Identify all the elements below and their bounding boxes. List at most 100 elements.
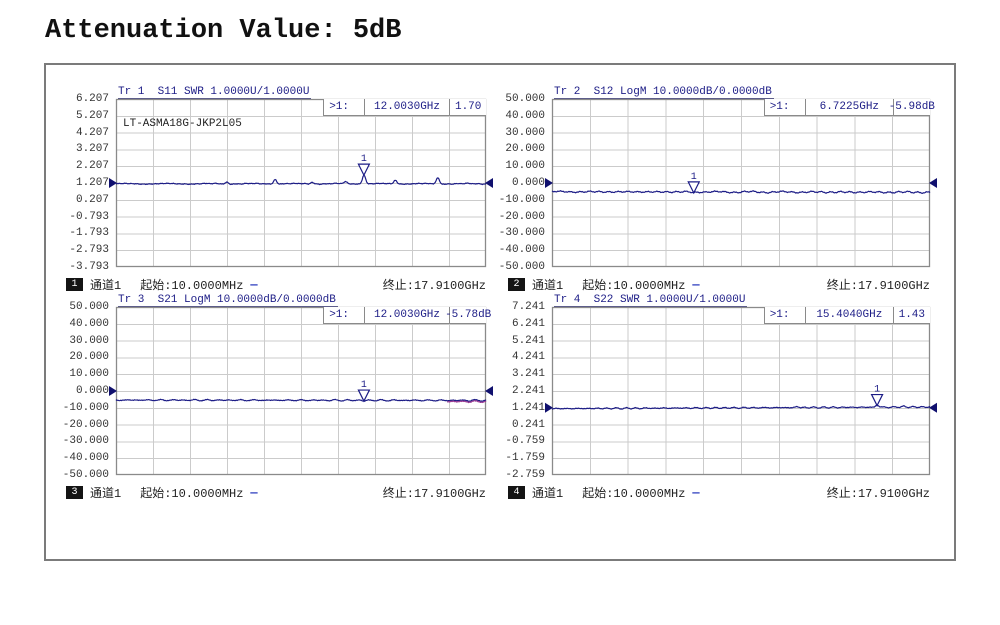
readout-frequency: 12.0030GHz — [365, 307, 451, 323]
y-tick-label: 20.000 — [505, 143, 545, 156]
start-frequency: 起始:10.0000MHz — [582, 487, 686, 501]
y-tick-label: -10.000 — [62, 401, 109, 414]
y-tick-label: 30.000 — [505, 126, 545, 139]
readout-value: 1.70 — [454, 101, 482, 113]
panel-s21-logm: Tr 3 S21 LogM 10.0000dB/0.0000dB 50.000 4… — [62, 294, 496, 508]
channel-badge: 3 — [66, 486, 83, 499]
y-tick-label: 50.000 — [505, 93, 545, 105]
ref-arrow-left — [109, 178, 117, 188]
ref-arrow-right — [929, 178, 937, 188]
marker-number: 1 — [361, 380, 367, 391]
marker-number: 1 — [874, 385, 880, 396]
stop-frequency: 终止:17.9100GHz — [826, 487, 930, 501]
marker-readout: >1: 12.0030GHz -5.78dB — [323, 307, 492, 324]
y-tick-label: 20.000 — [69, 351, 109, 364]
y-tick-label: 10.000 — [505, 160, 545, 173]
chart-grid: 1 >1: 6.7225GHz -5.98dB — [545, 98, 937, 268]
readout-frequency: 15.4040GHz — [806, 307, 894, 323]
y-tick-label: -40.000 — [62, 452, 109, 465]
start-frequency: 起始:10.0000MHz — [582, 279, 686, 293]
y-tick-label: 1.241 — [511, 401, 545, 414]
y-tick-label: 50.000 — [69, 301, 109, 313]
readout-frequency: 6.7225GHz — [806, 99, 894, 115]
sweep-indicator: — — [250, 485, 258, 500]
y-tick-label: -20.000 — [62, 418, 109, 431]
channel-name: 通道1 — [532, 279, 564, 293]
start-frequency: 起始:10.0000MHz — [140, 487, 244, 501]
ref-arrow-left — [109, 386, 117, 396]
ref-arrow-right — [485, 178, 493, 188]
marker-symbol — [687, 181, 701, 195]
plot-border — [551, 306, 931, 476]
y-tick-label: 30.000 — [69, 334, 109, 347]
channel-status-bar: 4 通道1 起始:10.0000MHz — 终止:17.9100GHz — [508, 484, 930, 501]
y-tick-label: -2.793 — [69, 244, 109, 257]
channel-badge: 2 — [508, 278, 525, 291]
channel-status-bar: 2 通道1 起始:10.0000MHz — 终止:17.9100GHz — [508, 276, 930, 293]
trace-path — [115, 398, 487, 402]
y-axis: 50.000 40.000 30.000 20.000 10.000 0.000 -10.0… — [62, 302, 116, 481]
readout-marker-label: >1: — [324, 307, 365, 323]
marker-symbol — [357, 389, 371, 403]
channel-status-bar: 1 通道1 起始:10.0000MHz — 终止:17.9100GHz — [66, 276, 486, 293]
y-tick-label: 10.000 — [69, 368, 109, 381]
chart-grid: 1 >1: 12.0030GHz -5.78dB — [109, 306, 493, 476]
readout-marker-label: >1: — [765, 99, 807, 115]
panel-s11-swr: Tr 1 S11 SWR 1.0000U/1.0000U 6.207 5.207 4… — [64, 86, 496, 300]
trace-header: Tr 3 S21 LogM 10.0000dB/0.0000dB — [118, 294, 338, 307]
y-tick-label: 0.000 — [511, 177, 545, 189]
trace-header: Tr 2 S12 LogM 10.0000dB/0.0000dB — [554, 86, 774, 99]
sweep-indicator: — — [250, 277, 258, 292]
y-tick-label: 0.241 — [511, 418, 545, 431]
start-frequency: 起始:10.0000MHz — [140, 279, 244, 293]
y-tick-label: 40.000 — [69, 317, 109, 330]
y-axis: 50.000 40.000 30.000 20.000 10.000 0.000 -10.0… — [499, 94, 552, 273]
trace-header: Tr 4 S22 SWR 1.0000U/1.0000U — [554, 294, 748, 307]
y-tick-label: -1.759 — [505, 452, 545, 465]
marker-readout: >1: 12.0030GHz 1.70 — [323, 99, 486, 116]
channel-badge: 4 — [508, 486, 525, 499]
panel-s22-swr: Tr 4 S22 SWR 1.0000U/1.0000U 7.241 6.241 5… — [505, 294, 940, 508]
chart-grid-svg: 1 — [109, 306, 493, 476]
y-tick-label: -30.000 — [498, 227, 545, 240]
trace-header: Tr 1 S11 SWR 1.0000U/1.0000U — [118, 86, 312, 99]
readout-frequency: 12.0030GHz — [365, 99, 451, 115]
sweep-indicator: — — [692, 485, 700, 500]
y-tick-label: 0.207 — [75, 193, 109, 206]
channel-badge: 1 — [66, 278, 83, 291]
readout-value: -5.98dB — [888, 101, 935, 113]
sweep-indicator: — — [692, 277, 700, 292]
y-tick-label: 0.000 — [75, 385, 109, 397]
chart-grid: 1 LT-ASMA18G-JKP2L05 >1: 12.0030GHz 1.70 — [109, 98, 493, 268]
chart-grid-svg: 1 — [545, 98, 937, 268]
y-tick-label: 6.207 — [75, 93, 109, 105]
y-axis: 6.207 5.207 4.207 3.207 2.207 1.207 0.207 -0.79… — [64, 94, 116, 273]
y-tick-label: 2.241 — [511, 385, 545, 397]
y-tick-label: 40.000 — [505, 109, 545, 122]
trace-path — [551, 190, 931, 195]
chart-grid-svg: 1 — [545, 306, 937, 476]
channel-name: 通道1 — [90, 279, 122, 293]
readout-value: -5.78dB — [445, 309, 492, 321]
y-tick-label: -20.000 — [498, 210, 545, 223]
y-tick-label: -0.793 — [69, 210, 109, 223]
marker-readout: >1: 15.4040GHz 1.43 — [763, 307, 930, 324]
marker-symbol — [357, 163, 371, 177]
readout-marker-label: >1: — [765, 307, 807, 323]
ref-arrow-left — [545, 178, 553, 188]
ref-arrow-right — [485, 386, 493, 396]
y-tick-label: -1.793 — [69, 227, 109, 240]
trace-path — [115, 174, 487, 186]
readout-marker-label: >1: — [324, 99, 365, 115]
y-tick-label: 6.241 — [511, 317, 545, 330]
memory-trace-path — [447, 399, 487, 404]
y-tick-label: -2.759 — [505, 469, 545, 481]
marker-readout: >1: 6.7225GHz -5.98dB — [763, 99, 935, 116]
y-tick-label: 1.207 — [75, 177, 109, 189]
y-tick-label: 5.207 — [75, 109, 109, 122]
y-tick-label: -50.000 — [498, 261, 545, 273]
panel-s12-logm: Tr 2 S12 LogM 10.0000dB/0.0000dB 50.000 4… — [499, 86, 940, 300]
y-tick-label: -30.000 — [62, 435, 109, 448]
ref-arrow-right — [929, 402, 937, 413]
